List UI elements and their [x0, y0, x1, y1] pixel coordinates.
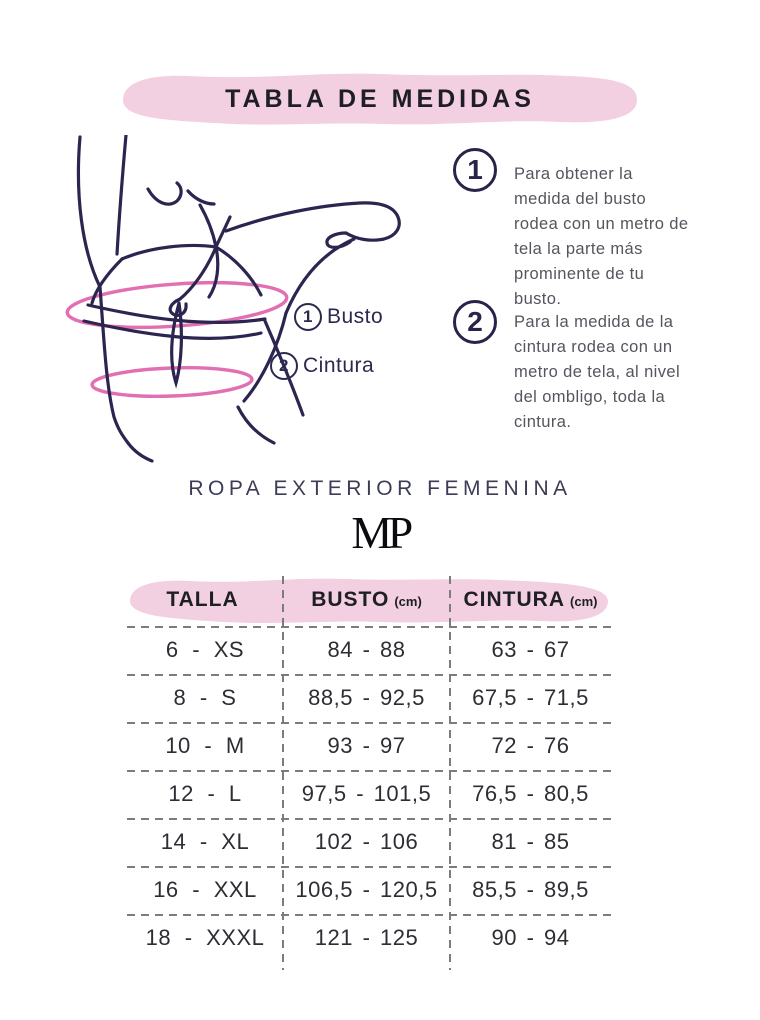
measurement-figure — [30, 133, 420, 465]
busto-cell: 121 - 125 — [314, 925, 419, 950]
talla-cell: 12 - L — [168, 781, 242, 806]
table-header-row: TALLA BUSTO (cm) CINTURA (cm) — [127, 576, 611, 626]
bust-label-text: Busto — [327, 305, 384, 328]
cintura-cell: 63 - 67 — [491, 637, 570, 662]
instruction-2-text: Para la medida de la cintura rodea con u… — [514, 313, 681, 431]
column-header-cintura: CINTURA (cm) — [463, 588, 598, 611]
talla-cell: 10 - M — [165, 733, 245, 758]
size-table: TALLA BUSTO (cm) CINTURA (cm) 6 - XS 84 - … — [127, 576, 611, 970]
instruction-1-badge: 1 — [453, 148, 497, 192]
column-divider-2 — [449, 576, 451, 970]
cintura-cell: 67,5 - 71,5 — [472, 685, 589, 710]
instruction-1-text: Para obtener la medida del busto rodea c… — [514, 165, 689, 308]
bust-label: 1 Busto — [294, 303, 383, 331]
busto-cell: 106,5 - 120,5 — [295, 877, 438, 902]
section-heading: ROPA EXTERIOR FEMENINA — [188, 477, 572, 500]
table-row: 10 - M 93 - 97 72 - 76 — [127, 722, 611, 770]
cintura-cell: 72 - 76 — [491, 733, 570, 758]
talla-cell: 6 - XS — [165, 637, 245, 662]
cintura-cell: 81 - 85 — [491, 829, 570, 854]
cintura-cell: 90 - 94 — [491, 925, 570, 950]
busto-cell: 93 - 97 — [327, 733, 406, 758]
busto-cell: 102 - 106 — [314, 829, 419, 854]
busto-cell: 88,5 - 92,5 — [308, 685, 425, 710]
circle-1-badge: 1 — [294, 303, 322, 331]
cintura-cell: 85,5 - 89,5 — [472, 877, 589, 902]
title-blob — [123, 73, 637, 125]
busto-cell: 97,5 - 101,5 — [301, 781, 432, 806]
waist-label: 2 Cintura — [270, 352, 374, 380]
table-row: 16 - XXL 106,5 - 120,5 85,5 - 89,5 — [127, 866, 611, 914]
column-header-talla: TALLA — [166, 588, 239, 611]
torso-line-art — [65, 133, 401, 463]
busto-cell: 84 - 88 — [327, 637, 406, 662]
table-row: 14 - XL 102 - 106 81 - 85 — [127, 818, 611, 866]
column-header-busto: BUSTO (cm) — [311, 588, 422, 611]
bust-measure-tape — [65, 280, 289, 330]
table-row: 8 - S 88,5 - 92,5 67,5 - 71,5 — [127, 674, 611, 722]
talla-cell: 14 - XL — [160, 829, 250, 854]
body-outline — [76, 133, 401, 463]
instruction-2-badge: 2 — [453, 300, 497, 344]
brand-logo: MP — [351, 507, 413, 558]
cintura-cell: 76,5 - 80,5 — [472, 781, 589, 806]
talla-cell: 8 - S — [173, 685, 237, 710]
table-row: 12 - L 97,5 - 101,5 76,5 - 80,5 — [127, 770, 611, 818]
page-title-banner: TABLA DE MEDIDAS — [119, 70, 641, 128]
page-title: TABLA DE MEDIDAS — [225, 84, 535, 113]
table-header-blob — [130, 578, 608, 623]
column-divider-1 — [282, 576, 284, 970]
waist-label-text: Cintura — [303, 354, 375, 377]
table-row: 6 - XS 84 - 88 63 - 67 — [127, 626, 611, 674]
table-body: 6 - XS 84 - 88 63 - 67 8 - S 88,5 - 92,5… — [127, 626, 611, 962]
circle-2-badge: 2 — [270, 352, 298, 380]
talla-cell: 16 - XXL — [153, 877, 257, 902]
talla-cell: 18 - XXXL — [145, 925, 265, 950]
table-row: 18 - XXXL 121 - 125 90 - 94 — [127, 914, 611, 962]
